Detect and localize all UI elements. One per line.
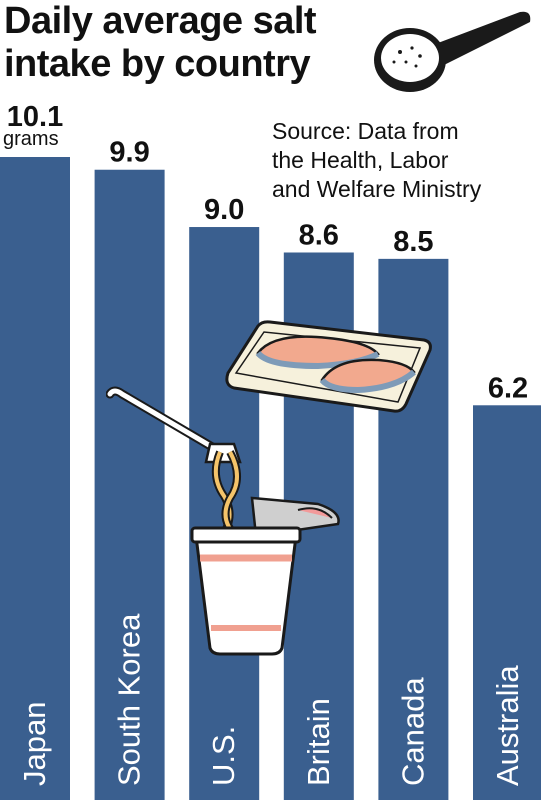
value-labels-group: 10.1 9.9 9.0 8.6 8.5 6.2 [7,101,528,404]
category-label: Australia [490,665,525,786]
category-label: Britain [301,698,336,786]
value-label: 9.0 [204,194,244,226]
title-line-2: intake by country [4,43,311,85]
source-line-3: and Welfare Ministry [272,176,482,202]
value-label: 10.1 [7,101,63,133]
value-label: 8.6 [299,219,339,251]
category-labels-group: Japan South Korea U.S. Britain Canada Austral… [17,613,525,786]
chart-title: Daily average salt intake by country [4,0,317,86]
bar-japan [0,157,70,800]
unit-label: grams [3,128,59,150]
category-label: South Korea [112,613,147,786]
category-label: Canada [395,677,430,786]
category-label: U.S. [206,726,241,786]
source-note: Source: Data from the Health, Labor and … [272,117,481,204]
bar-australia [473,405,541,800]
title-line-1: Daily average salt [4,0,317,42]
salt-spoon-icon [374,11,531,92]
value-label: 9.9 [109,137,149,169]
value-label: 6.2 [488,372,528,404]
source-line-2: the Health, Labor [272,147,449,173]
value-label: 8.5 [393,226,433,258]
grilled-salmon-tray-icon [225,320,432,413]
category-label: Japan [17,702,52,786]
cup-noodle-fork-icon [106,386,340,656]
source-line-1: Source: Data from [272,118,459,144]
bar-south-korea [94,169,165,800]
